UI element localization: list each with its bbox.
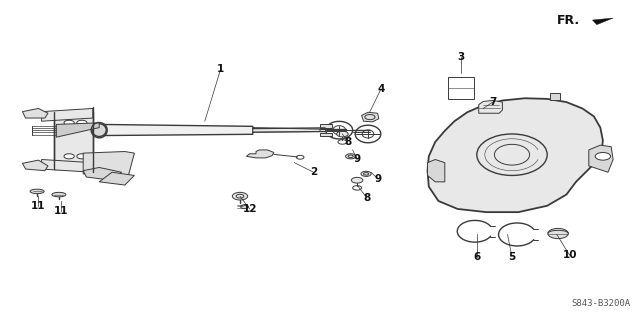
Circle shape — [548, 228, 568, 239]
Polygon shape — [42, 108, 93, 121]
Text: 4: 4 — [377, 84, 385, 94]
Circle shape — [351, 177, 363, 183]
Polygon shape — [246, 150, 274, 158]
Polygon shape — [54, 112, 93, 169]
Text: 2: 2 — [310, 167, 317, 177]
Circle shape — [77, 154, 87, 159]
Text: FR.: FR. — [557, 14, 580, 27]
Text: 8: 8 — [363, 193, 371, 203]
Circle shape — [361, 171, 371, 176]
Polygon shape — [593, 18, 613, 25]
Text: 1: 1 — [217, 63, 225, 74]
Polygon shape — [428, 98, 603, 212]
Ellipse shape — [92, 124, 106, 137]
Polygon shape — [320, 124, 332, 128]
Circle shape — [64, 154, 74, 159]
Polygon shape — [22, 160, 48, 171]
Polygon shape — [550, 93, 560, 100]
Polygon shape — [362, 112, 379, 122]
Polygon shape — [428, 160, 445, 182]
Polygon shape — [90, 163, 106, 174]
Polygon shape — [253, 128, 320, 132]
Text: S843-B3200A: S843-B3200A — [572, 299, 630, 308]
Circle shape — [64, 120, 74, 125]
Text: 3: 3 — [457, 52, 465, 63]
Polygon shape — [42, 160, 93, 172]
Text: 11: 11 — [54, 205, 68, 216]
Text: 7: 7 — [489, 97, 497, 107]
Polygon shape — [22, 108, 48, 118]
Polygon shape — [99, 124, 253, 136]
Text: 12: 12 — [243, 204, 257, 214]
Text: 9: 9 — [374, 174, 381, 184]
Ellipse shape — [52, 192, 66, 197]
Circle shape — [232, 192, 248, 200]
Polygon shape — [320, 133, 332, 136]
Circle shape — [346, 154, 356, 159]
Ellipse shape — [30, 189, 44, 194]
Polygon shape — [83, 152, 134, 177]
Circle shape — [241, 205, 248, 209]
Text: 9: 9 — [353, 154, 361, 165]
Text: 10: 10 — [563, 250, 577, 260]
Text: 11: 11 — [31, 201, 45, 211]
Text: 8: 8 — [344, 137, 351, 147]
Polygon shape — [83, 167, 122, 180]
Circle shape — [337, 131, 348, 137]
Circle shape — [595, 152, 611, 160]
Text: 6: 6 — [473, 252, 481, 262]
Polygon shape — [479, 100, 502, 113]
Polygon shape — [56, 123, 99, 137]
Text: 5: 5 — [508, 252, 516, 262]
Polygon shape — [99, 172, 134, 185]
Polygon shape — [589, 145, 613, 172]
Circle shape — [77, 120, 87, 125]
